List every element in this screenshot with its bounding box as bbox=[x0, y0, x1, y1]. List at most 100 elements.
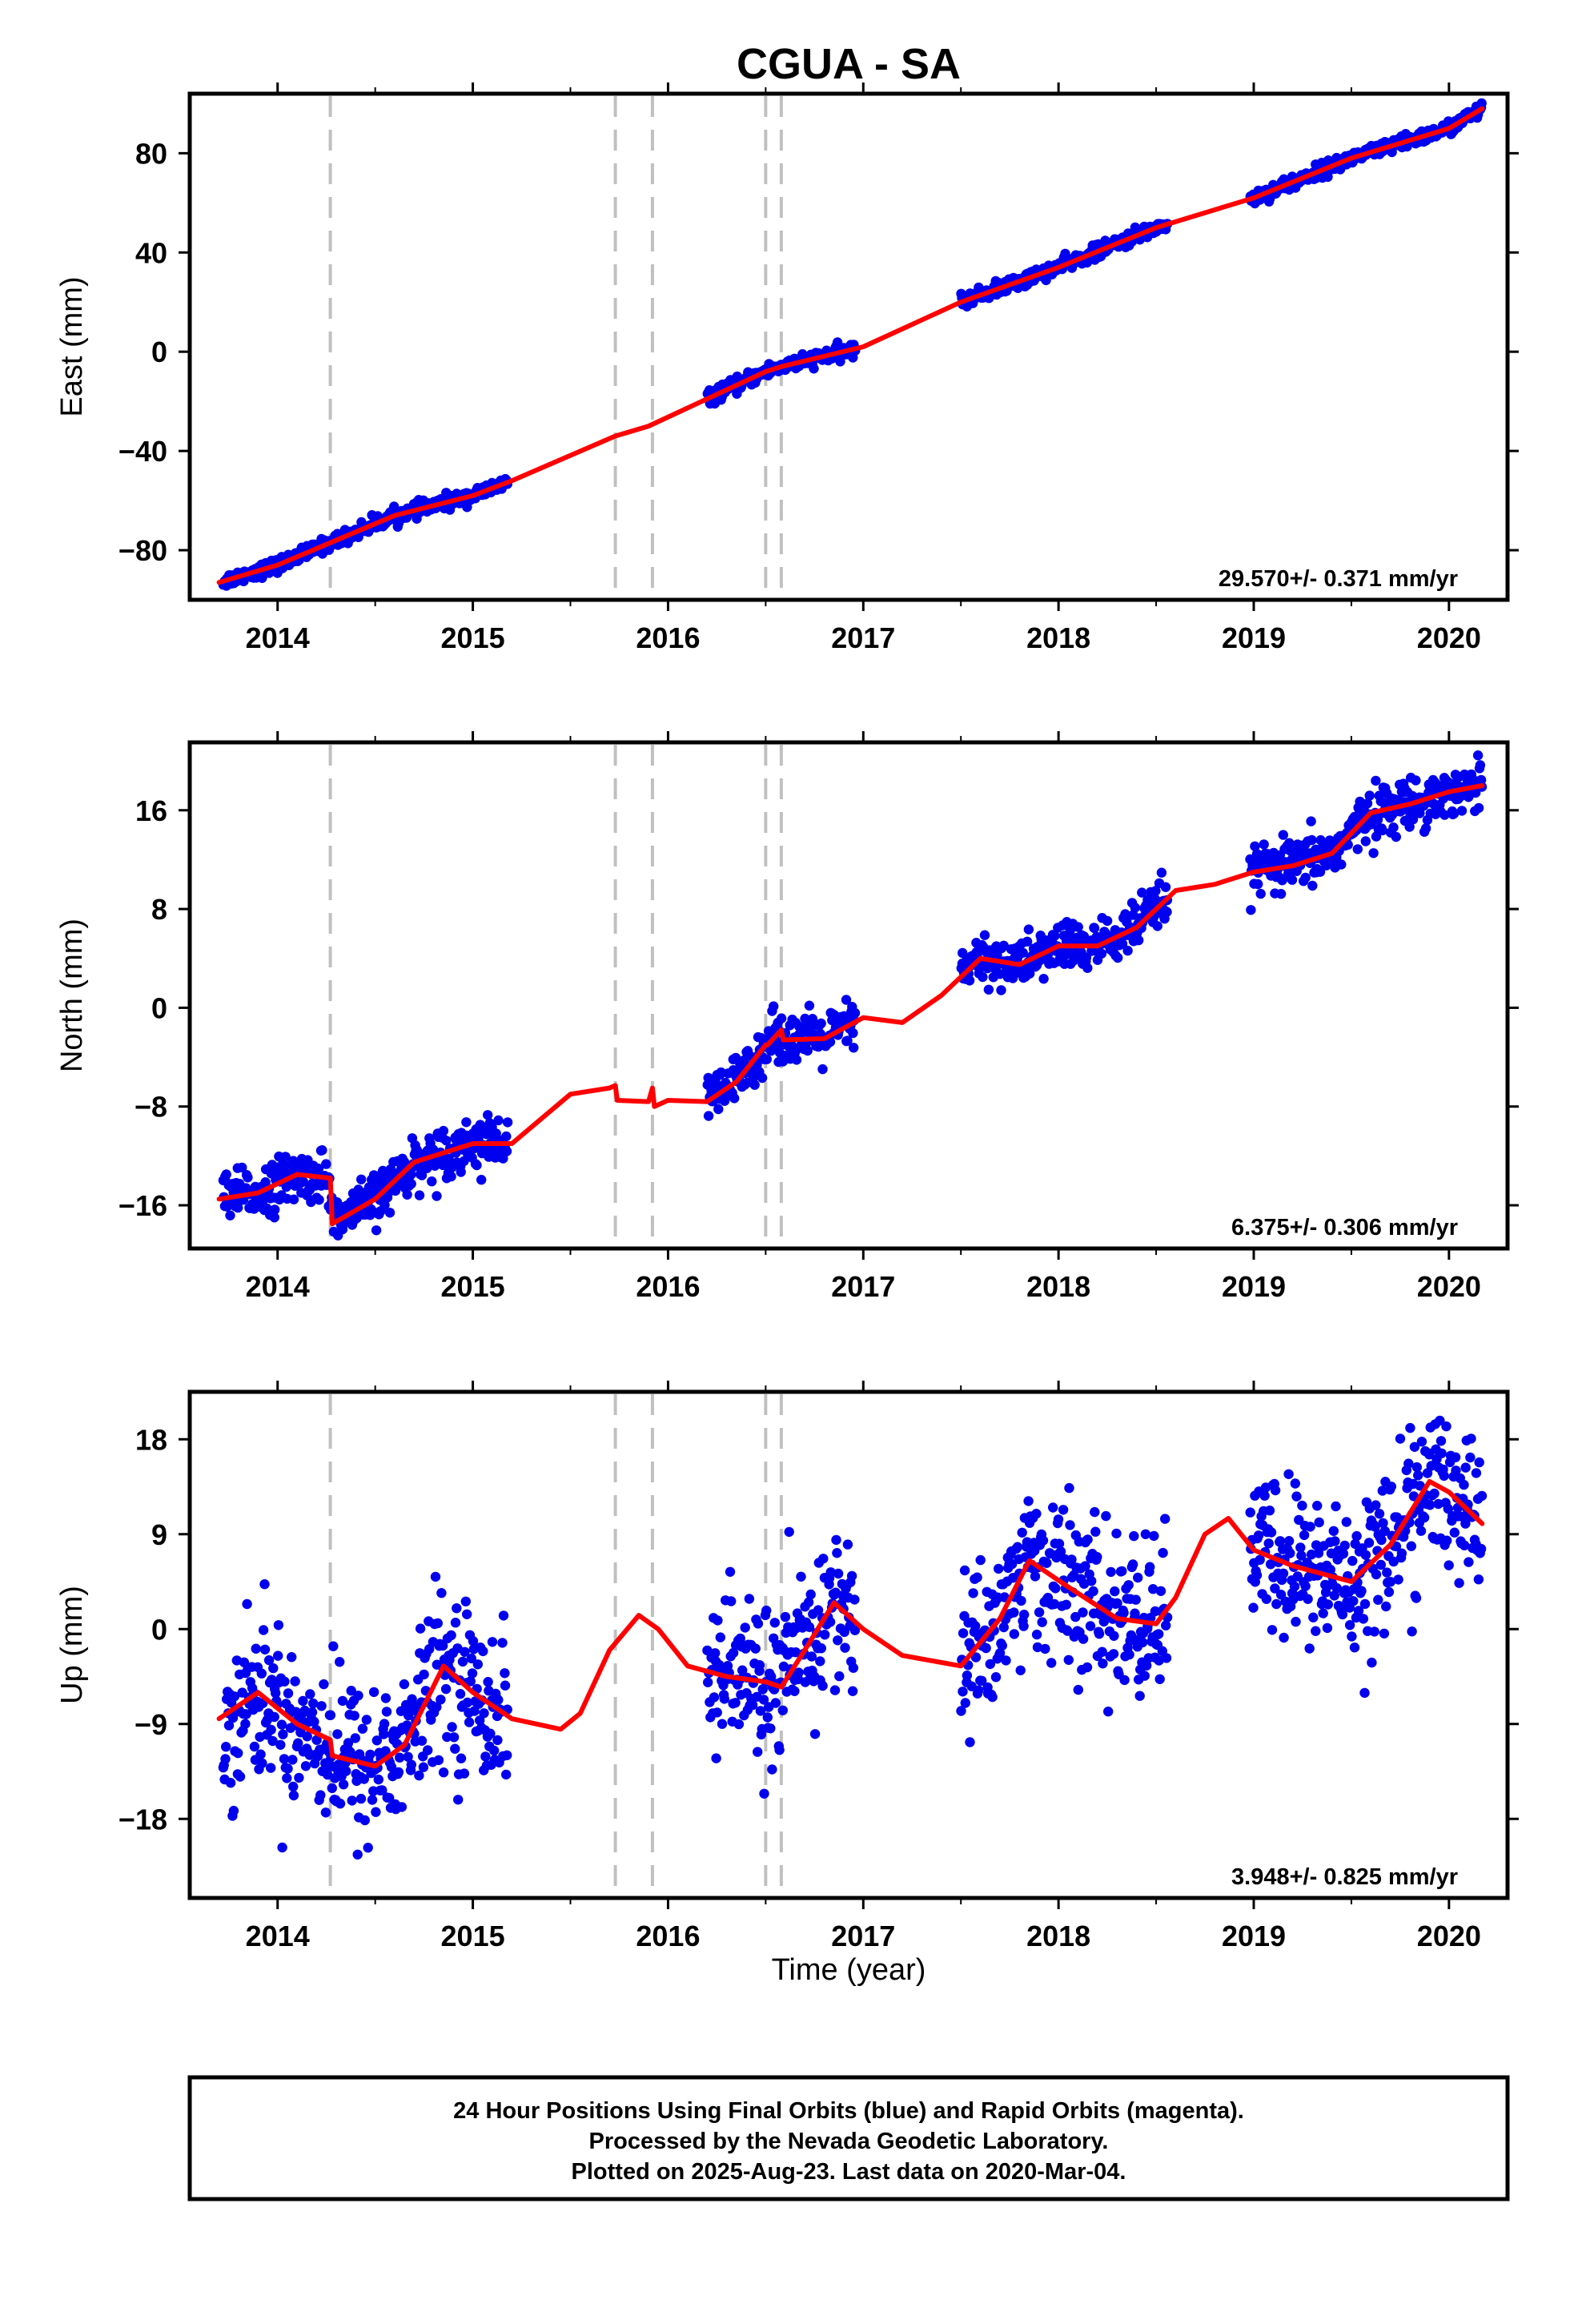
data-point bbox=[1297, 1500, 1307, 1511]
data-point bbox=[492, 1735, 503, 1746]
data-point bbox=[483, 1110, 493, 1120]
data-point bbox=[489, 1745, 500, 1756]
data-point bbox=[1080, 1561, 1090, 1571]
data-point bbox=[1092, 1552, 1102, 1562]
data-point bbox=[379, 1729, 389, 1739]
data-point bbox=[315, 1790, 326, 1800]
data-point bbox=[1331, 1501, 1341, 1512]
footer-box: 24 Hour Positions Using Final Orbits (bl… bbox=[187, 2075, 1510, 2201]
data-point bbox=[1448, 808, 1460, 819]
data-point bbox=[430, 1571, 441, 1582]
data-point bbox=[997, 1640, 1008, 1651]
up-y-tick-label: −18 bbox=[118, 1803, 167, 1835]
data-point bbox=[1015, 1665, 1026, 1675]
data-point bbox=[1255, 888, 1266, 899]
data-point bbox=[1454, 1578, 1464, 1588]
data-point bbox=[1352, 844, 1363, 854]
data-point bbox=[363, 1843, 373, 1853]
data-point bbox=[461, 1117, 472, 1128]
data-point bbox=[1377, 825, 1388, 836]
up-x-tick-label: 2017 bbox=[831, 1920, 895, 1952]
data-point bbox=[1325, 1564, 1336, 1575]
up-y-tick-label: 9 bbox=[151, 1518, 167, 1551]
data-point bbox=[1375, 1559, 1387, 1570]
data-point bbox=[255, 1749, 266, 1759]
data-point bbox=[1311, 1626, 1321, 1636]
data-point bbox=[446, 1630, 456, 1641]
data-point bbox=[753, 1618, 764, 1629]
data-point bbox=[450, 1618, 461, 1628]
up-y-tick-label: −9 bbox=[135, 1708, 167, 1741]
data-point bbox=[846, 1570, 857, 1582]
data-point bbox=[472, 1659, 483, 1670]
data-point bbox=[1040, 1643, 1050, 1655]
data-point bbox=[1388, 822, 1399, 833]
data-point bbox=[755, 1706, 766, 1716]
data-point bbox=[769, 1618, 780, 1628]
data-point bbox=[1263, 1538, 1274, 1549]
data-point bbox=[373, 1774, 383, 1785]
data-point bbox=[1006, 1558, 1018, 1570]
data-point bbox=[273, 1620, 284, 1630]
data-point bbox=[414, 1190, 425, 1200]
data-point bbox=[1264, 1506, 1275, 1516]
data-point bbox=[418, 1762, 429, 1772]
data-point bbox=[384, 1792, 395, 1803]
data-point bbox=[402, 1189, 412, 1200]
data-point bbox=[1466, 1433, 1476, 1444]
data-point bbox=[805, 1589, 816, 1600]
data-point bbox=[1032, 1642, 1043, 1653]
data-point bbox=[1248, 1602, 1259, 1613]
data-point bbox=[446, 1171, 456, 1182]
data-point bbox=[1369, 1626, 1379, 1637]
data-point bbox=[1138, 1637, 1148, 1648]
data-point bbox=[1420, 823, 1431, 834]
data-point bbox=[1476, 98, 1487, 109]
data-point bbox=[793, 1667, 804, 1678]
data-point bbox=[1160, 882, 1171, 892]
data-point bbox=[1338, 1548, 1349, 1559]
data-point bbox=[1161, 1620, 1171, 1630]
data-point bbox=[747, 1699, 758, 1711]
data-point bbox=[1037, 1617, 1047, 1627]
data-point bbox=[403, 1751, 413, 1762]
data-point bbox=[290, 1676, 300, 1687]
data-point bbox=[279, 1676, 290, 1687]
data-point bbox=[251, 1643, 261, 1654]
data-point bbox=[1337, 1609, 1348, 1620]
data-point bbox=[493, 1115, 504, 1126]
data-point bbox=[776, 1013, 787, 1023]
data-point bbox=[235, 1771, 246, 1782]
data-point bbox=[436, 1695, 446, 1705]
data-point bbox=[269, 1212, 279, 1223]
data-point bbox=[789, 1686, 800, 1696]
data-point bbox=[355, 1793, 367, 1804]
data-point bbox=[1023, 1496, 1034, 1506]
data-point bbox=[985, 1659, 996, 1670]
data-point bbox=[1001, 1655, 1011, 1666]
data-point bbox=[1025, 968, 1035, 979]
data-point bbox=[1395, 1433, 1406, 1444]
data-point bbox=[958, 1687, 968, 1697]
data-point bbox=[1476, 1543, 1487, 1554]
data-point bbox=[1304, 1643, 1315, 1654]
data-point bbox=[1090, 1506, 1100, 1518]
data-point bbox=[713, 1615, 723, 1626]
data-point bbox=[1139, 1671, 1150, 1681]
data-point bbox=[406, 1759, 416, 1770]
footer-line-2: Processed by the Nevada Geodetic Laborat… bbox=[589, 2129, 1109, 2154]
data-point bbox=[1415, 1481, 1425, 1491]
data-point bbox=[1038, 974, 1049, 984]
data-point bbox=[419, 1669, 429, 1680]
data-point bbox=[1451, 1466, 1461, 1476]
data-point bbox=[223, 1720, 235, 1731]
data-point bbox=[460, 1596, 471, 1607]
data-point bbox=[804, 1000, 815, 1011]
data-point bbox=[803, 1597, 814, 1607]
data-point bbox=[1042, 1558, 1052, 1568]
data-point bbox=[396, 1802, 408, 1812]
data-point bbox=[1416, 1437, 1427, 1447]
data-point bbox=[1117, 939, 1128, 949]
data-point bbox=[958, 1628, 969, 1638]
